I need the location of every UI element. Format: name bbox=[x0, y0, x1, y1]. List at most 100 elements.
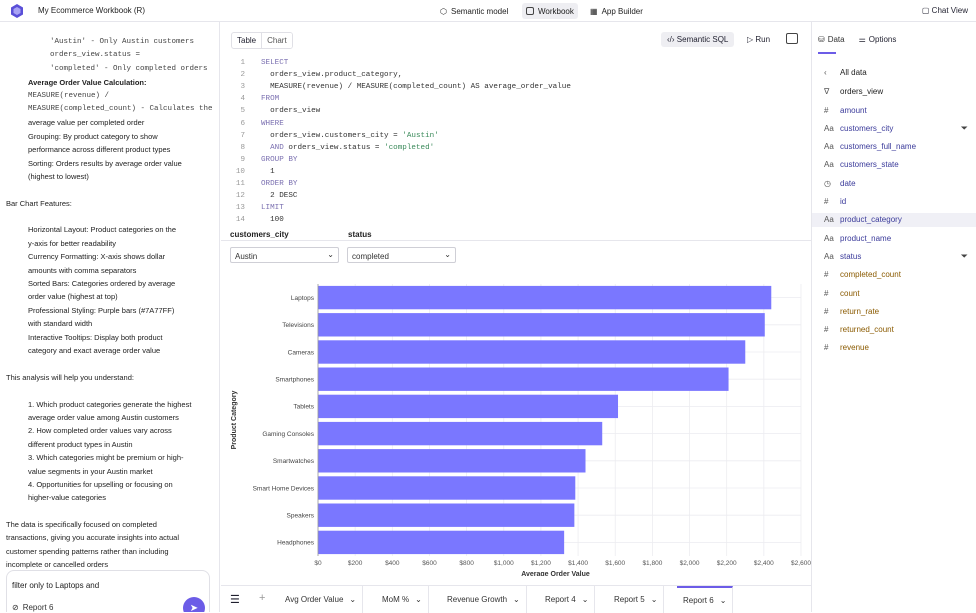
chat-view-button[interactable]: ▢ Chat View bbox=[921, 6, 968, 15]
number-icon: # bbox=[824, 270, 829, 280]
chat-text-line: Grouping: By product category to show bbox=[6, 130, 214, 143]
code-text: FROM bbox=[261, 95, 280, 104]
menu-icon[interactable]: ☰ bbox=[230, 594, 240, 606]
line-number: 5 bbox=[240, 107, 245, 116]
chat-text-line: Horizontal Layout: Product categories on… bbox=[6, 223, 214, 236]
chat-text-line: transactions, giving you accurate insigh… bbox=[6, 533, 180, 543]
nav-semantic-model[interactable]: ⬡ Semantic model bbox=[440, 6, 509, 16]
bar bbox=[318, 367, 729, 391]
x-tick-label: $1,000 bbox=[494, 560, 514, 567]
workbook-title[interactable]: My Ecommerce Workbook (R) bbox=[38, 6, 145, 15]
field-count[interactable]: # count bbox=[824, 286, 974, 300]
x-tick-label: $2,600 bbox=[791, 560, 811, 567]
view-name[interactable]: ∇ orders_view bbox=[824, 86, 884, 96]
field-id[interactable]: # id bbox=[824, 195, 974, 209]
field-return-rate[interactable]: # return_rate bbox=[824, 304, 974, 318]
x-tick-label: $800 bbox=[459, 560, 474, 567]
bar bbox=[318, 503, 575, 527]
field-name: count bbox=[840, 288, 860, 298]
grid-icon: ▦ bbox=[590, 6, 598, 16]
report-tab[interactable]: Avg Order Value ⌄ bbox=[279, 586, 364, 613]
chevron-down-icon: ⌄ bbox=[415, 595, 422, 604]
all-data-link[interactable]: ‹ All data bbox=[824, 67, 867, 77]
sql-editor[interactable]: 1 SELECT 2 orders_view.product_category, 3 … bbox=[221, 55, 811, 241]
status-filter-select[interactable]: completed ⌄ bbox=[347, 247, 456, 263]
add-tab-icon[interactable]: + bbox=[259, 592, 266, 604]
chevron-down-icon: ⌄ bbox=[349, 595, 357, 604]
line-number: 13 bbox=[235, 204, 245, 213]
report-tab[interactable]: MoM % ⌄ bbox=[376, 586, 429, 613]
field-customers-city[interactable]: Aa customers_city ⏷ bbox=[824, 121, 974, 135]
send-icon: ➤ bbox=[189, 602, 199, 613]
chat-text-line: Sorted Bars: Categories ordered by avera… bbox=[6, 277, 214, 290]
field-name: revenue bbox=[840, 343, 869, 353]
report-context-chip[interactable]: ⊘ Report 6 bbox=[12, 603, 54, 612]
run-button[interactable]: ▷ Run bbox=[747, 35, 771, 44]
field-completed-count[interactable]: # completed_count bbox=[824, 268, 974, 282]
filter-icon[interactable]: ⏷ bbox=[960, 250, 968, 261]
line-number: 6 bbox=[240, 119, 245, 128]
chat-input[interactable]: filter only to Laptops and bbox=[12, 581, 100, 590]
report-tab[interactable]: Report 5 ⌄ bbox=[608, 586, 665, 613]
chat-icon: ▢ bbox=[921, 6, 930, 15]
report-tab-active[interactable]: Report 6 ⌄ bbox=[677, 586, 734, 613]
app-logo-icon bbox=[11, 4, 23, 18]
field-returned-count[interactable]: # returned_count bbox=[824, 323, 974, 337]
field-name: return_rate bbox=[840, 306, 880, 316]
chat-panel: 'Austin' - Only Austin customers orders_v… bbox=[0, 22, 220, 612]
field-product-name[interactable]: Aa product_name bbox=[824, 231, 974, 245]
x-tick-label: $600 bbox=[422, 560, 437, 567]
report-tab[interactable]: Revenue Growth ⌄ bbox=[441, 586, 527, 613]
field-status[interactable]: Aa status ⏷ bbox=[824, 249, 974, 263]
x-axis-label: Average Order Value bbox=[521, 571, 590, 576]
field-product-category[interactable]: Aa product_category bbox=[812, 212, 976, 227]
chevron-down-icon: ⌄ bbox=[327, 250, 334, 259]
x-tick-label: $1,200 bbox=[531, 560, 551, 567]
nav-workbook[interactable]: Workbook bbox=[522, 3, 578, 19]
field-name: date bbox=[840, 178, 856, 188]
nav-app-builder[interactable]: ▦ App Builder bbox=[590, 6, 643, 16]
chat-text-line: y-axis for better readability bbox=[28, 238, 116, 248]
x-tick-label: $0 bbox=[314, 560, 322, 567]
chevron-down-icon: ⌄ bbox=[513, 595, 520, 604]
code-text: SELECT bbox=[261, 59, 289, 67]
chat-text-line bbox=[6, 384, 214, 397]
field-customers-state[interactable]: Aa customers_state bbox=[824, 158, 974, 172]
filter-icon[interactable]: ⏷ bbox=[960, 122, 968, 133]
tab-table[interactable]: Table bbox=[237, 36, 257, 45]
chat-text-line: Professional Styling: Purple bars (#7A77… bbox=[6, 304, 214, 317]
field-name: product_name bbox=[840, 233, 892, 243]
field-name: customers_state bbox=[840, 160, 899, 170]
chat-text-line: This analysis will help you understand: bbox=[6, 372, 134, 382]
line-number: 8 bbox=[240, 143, 245, 152]
field-amount[interactable]: # amount bbox=[824, 103, 974, 117]
view-tabs: Table Chart bbox=[231, 32, 293, 49]
chat-input-box[interactable]: filter only to Laptops and ⊘ Report 6 ➤ bbox=[6, 570, 210, 612]
line-number: 2 bbox=[240, 71, 245, 80]
report-tab[interactable]: Report 4 ⌄ bbox=[539, 586, 596, 613]
y-tick-label: Televisions bbox=[282, 322, 315, 329]
chat-text-line: higher-value categories bbox=[28, 493, 106, 503]
bar bbox=[318, 394, 619, 419]
tab-options[interactable]: ⚌ Options bbox=[858, 35, 897, 44]
field-revenue[interactable]: # revenue bbox=[824, 341, 974, 355]
number-icon: # bbox=[824, 288, 829, 298]
send-button[interactable]: ➤ bbox=[183, 597, 205, 612]
field-date[interactable]: ◷ date bbox=[824, 176, 974, 190]
tab-data[interactable]: ⛁ Data bbox=[818, 35, 845, 44]
chevron-down-icon: ⌄ bbox=[650, 595, 658, 604]
field-name: status bbox=[840, 251, 862, 261]
code-text: ORDER BY bbox=[261, 180, 298, 188]
bar bbox=[318, 449, 586, 473]
panel-toggle-icon[interactable] bbox=[786, 33, 798, 44]
line-number: 4 bbox=[240, 95, 245, 104]
text-icon: Aa bbox=[824, 251, 834, 261]
semantic-sql-button[interactable]: ‹/› Semantic SQL bbox=[661, 32, 735, 47]
field-customers-full-name[interactable]: Aa customers_full_name bbox=[824, 140, 974, 154]
code-text: GROUP BY bbox=[261, 155, 298, 164]
database-icon: ⛁ bbox=[818, 35, 825, 44]
city-filter-select[interactable]: Austin ⌄ bbox=[230, 247, 339, 263]
tab-chart[interactable]: Chart bbox=[261, 33, 292, 48]
y-tick-label: Laptops bbox=[291, 295, 315, 302]
line-number: 1 bbox=[240, 59, 245, 67]
